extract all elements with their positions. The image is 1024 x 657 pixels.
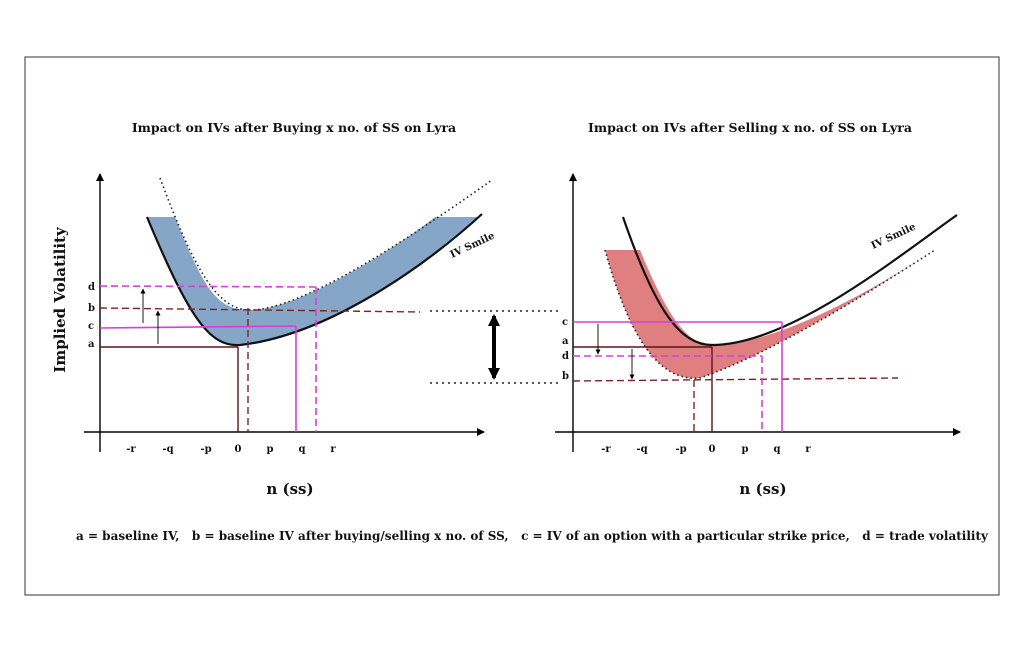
right-panel-title: Impact on IVs after Selling x no. of SS … — [588, 120, 912, 135]
iv-smile-label: IV Smile — [870, 222, 918, 252]
x-tick-p: p — [742, 444, 749, 455]
left-panel: Impact on IVs after Buying x no. of SS o… — [51, 120, 496, 498]
left-panel-title: Impact on IVs after Buying x no. of SS o… — [132, 120, 456, 135]
y-axis-label: Implied Volatility — [51, 226, 69, 373]
x-tick-q: q — [774, 444, 781, 455]
y-tick-d: d — [88, 282, 95, 293]
left-x-axis-label: n (ss) — [266, 480, 313, 498]
y-tick-b: b — [562, 371, 569, 382]
x-tick-p: p — [267, 444, 274, 455]
outer-frame — [24, 56, 1000, 596]
shift-indicator — [430, 310, 562, 384]
right-panel: Impact on IVs after Selling x no. of SS … — [555, 120, 961, 498]
x-tick-zero: 0 — [709, 444, 716, 455]
sell-shift-band — [605, 250, 935, 379]
level-b-line — [572, 377, 899, 382]
y-tick-a: a — [562, 336, 569, 347]
y-tick-a: a — [88, 339, 95, 350]
legend-note: a = baseline IV, b = baseline IV after b… — [76, 529, 989, 543]
y-tick-b: b — [88, 303, 95, 314]
y-tick-c: c — [562, 317, 568, 328]
x-tick-neg-r: -r — [126, 444, 136, 455]
x-tick-r: r — [330, 444, 336, 455]
x-tick-zero: 0 — [235, 444, 242, 455]
right-x-axis-label: n (ss) — [739, 480, 786, 498]
buy-shift-band — [147, 217, 480, 346]
x-tick-neg-p: -p — [675, 444, 686, 455]
x-tick-neg-q: -q — [636, 444, 647, 455]
level-b-line — [99, 307, 421, 313]
y-tick-d: d — [562, 351, 569, 362]
x-tick-q: q — [299, 444, 306, 455]
x-tick-r: r — [805, 444, 811, 455]
level-d-line — [99, 285, 317, 288]
x-tick-neg-p: -p — [200, 444, 211, 455]
y-tick-c: c — [88, 321, 94, 332]
shifted-iv-curve-dotted — [604, 249, 936, 379]
iv-smile-curve — [621, 214, 958, 347]
x-tick-neg-r: -r — [601, 444, 611, 455]
x-tick-neg-q: -q — [162, 444, 173, 455]
level-c-line — [99, 325, 297, 329]
